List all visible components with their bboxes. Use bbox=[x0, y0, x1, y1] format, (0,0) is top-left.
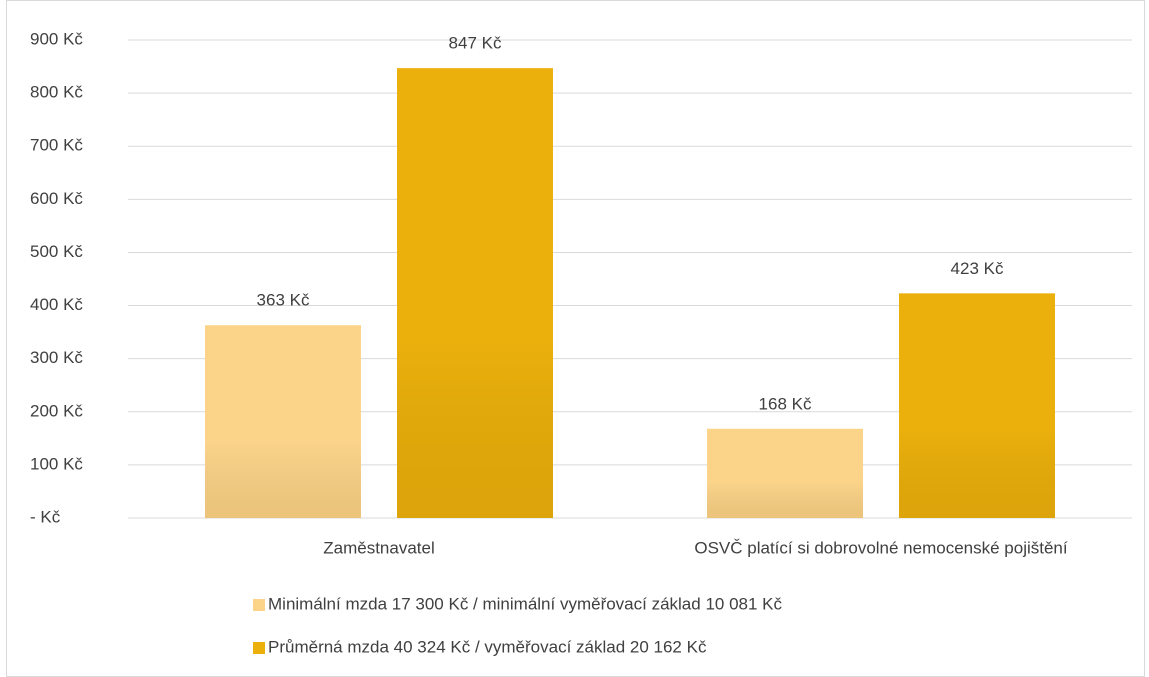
y-tick-label: 200 Kč bbox=[30, 401, 83, 420]
y-tick-label: 400 Kč bbox=[30, 295, 83, 314]
y-tick-label: 300 Kč bbox=[30, 348, 83, 367]
y-tick-label: 100 Kč bbox=[30, 454, 83, 473]
data-label: 363 Kč bbox=[257, 291, 310, 310]
data-label: 423 Kč bbox=[951, 259, 1004, 278]
legend-swatch bbox=[253, 599, 265, 611]
y-tick-label: 800 Kč bbox=[30, 83, 83, 102]
x-tick-label: Zaměstnavatel bbox=[323, 538, 435, 557]
y-tick-label: 500 Kč bbox=[30, 242, 83, 261]
legend-swatch bbox=[253, 642, 265, 654]
x-tick-label: OSVČ platící si dobrovolné nemocenské po… bbox=[694, 538, 1068, 557]
data-label: 168 Kč bbox=[759, 394, 812, 413]
y-tick-label: - Kč bbox=[30, 507, 61, 526]
bar bbox=[205, 325, 361, 518]
data-label: 847 Kč bbox=[449, 34, 502, 53]
y-tick-label: 900 Kč bbox=[30, 29, 83, 48]
y-tick-label: 700 Kč bbox=[30, 136, 83, 155]
bar bbox=[397, 68, 553, 518]
legend-label: Průměrná mzda 40 324 Kč / vyměřovací zák… bbox=[268, 637, 707, 656]
bar bbox=[707, 428, 863, 518]
bar bbox=[899, 293, 1055, 518]
y-tick-label: 600 Kč bbox=[30, 189, 83, 208]
legend-label: Minimální mzda 17 300 Kč / minimální vym… bbox=[268, 594, 783, 613]
